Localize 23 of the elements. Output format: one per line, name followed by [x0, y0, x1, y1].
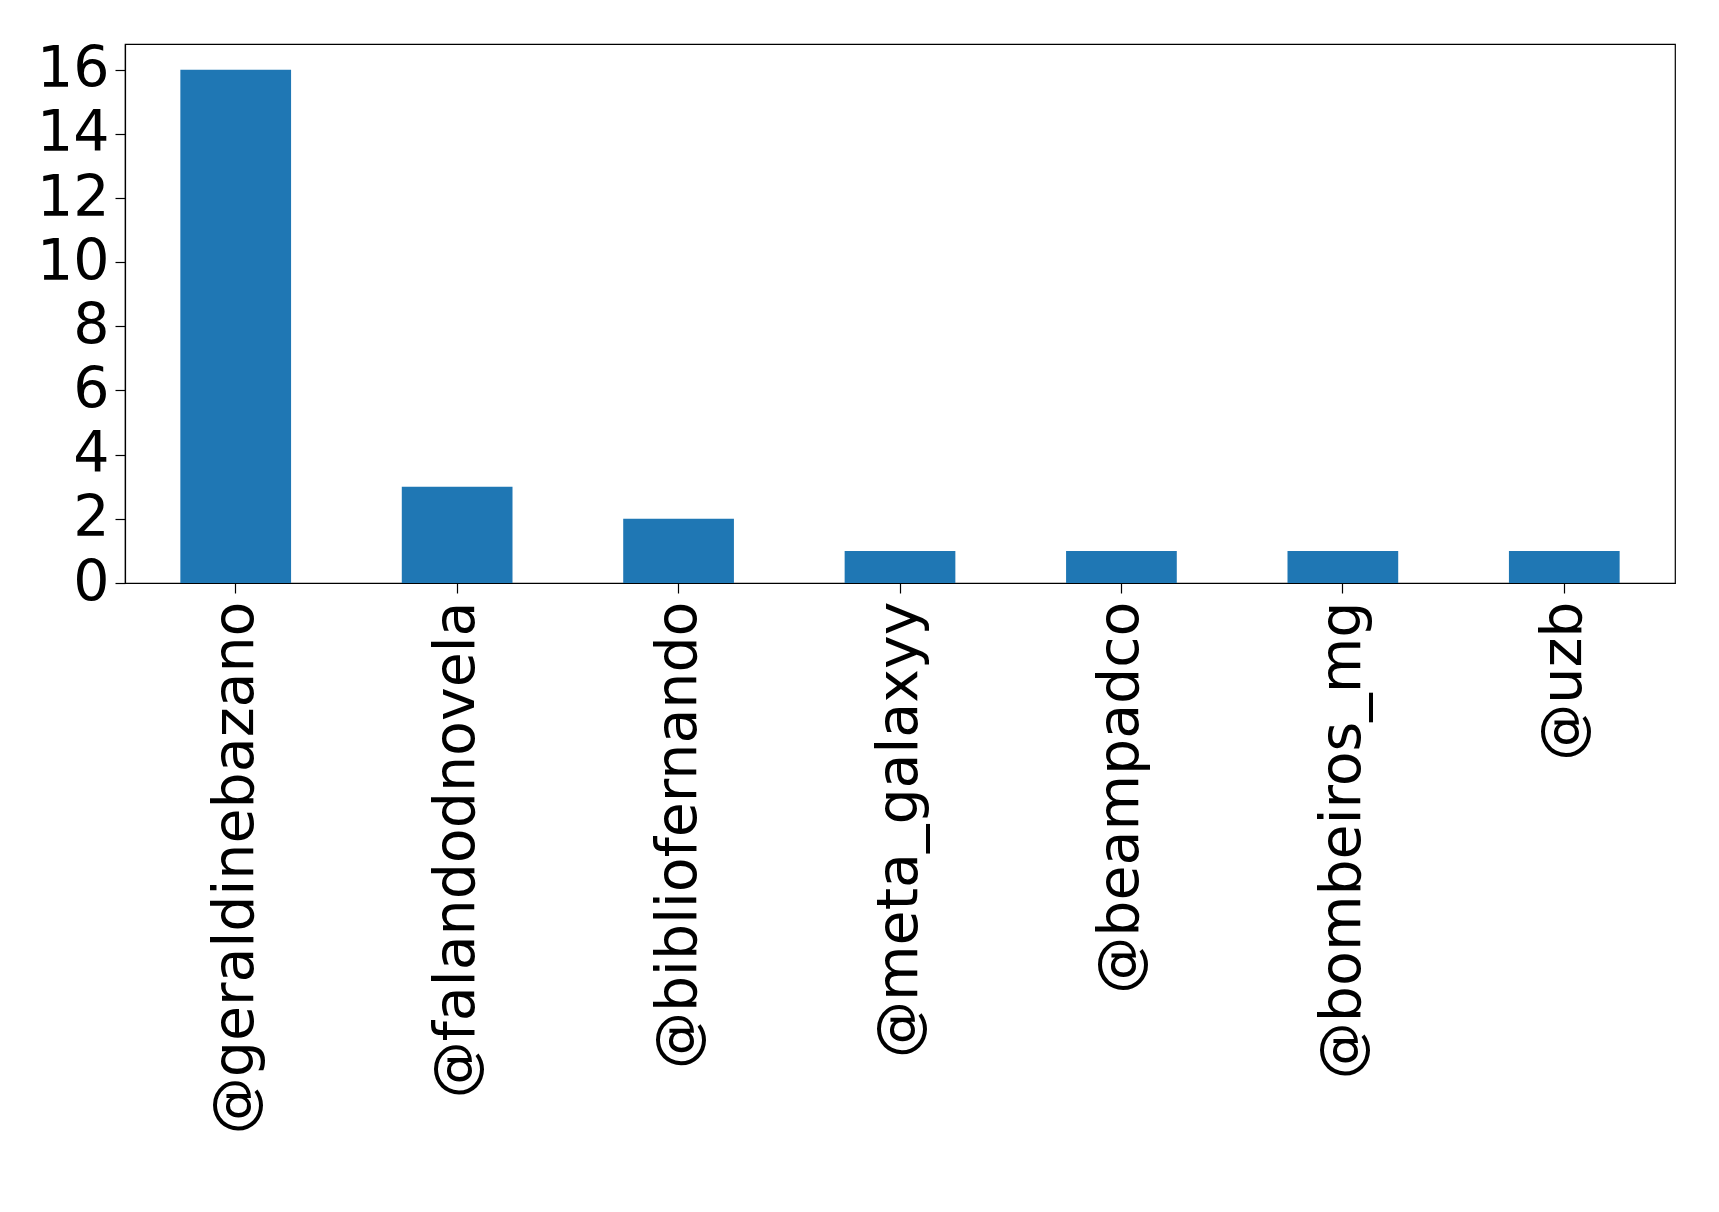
x-tick-label: @bombeiros_mg	[1306, 601, 1373, 1080]
bar	[1508, 550, 1620, 583]
bar	[1287, 550, 1399, 583]
x-tick-label: @meta_galaxyy	[864, 601, 930, 1058]
y-tick-label: 2	[73, 483, 110, 550]
x-tick-label: @bibliofernando	[642, 601, 709, 1070]
bar	[401, 486, 513, 583]
x-tick-label: @beampadco	[1085, 601, 1152, 994]
x-tick-label: @falandodnovela	[421, 601, 488, 1099]
bar	[844, 550, 956, 583]
y-tick-label: 6	[73, 355, 110, 421]
y-tick-label: 8	[73, 290, 110, 357]
y-tick-label: 12	[36, 162, 110, 229]
y-tick-label: 0	[73, 547, 110, 614]
y-tick-label: 10	[36, 226, 110, 293]
y-tick-label: 4	[73, 419, 110, 486]
bar	[623, 518, 734, 583]
y-tick-label: 16	[36, 34, 110, 101]
x-tick-label: @geraldinebazano	[199, 601, 266, 1135]
bar	[180, 69, 292, 583]
y-tick-label: 14	[36, 98, 110, 165]
x-tick-label: @uzb	[1528, 601, 1595, 761]
bar	[1066, 550, 1177, 583]
